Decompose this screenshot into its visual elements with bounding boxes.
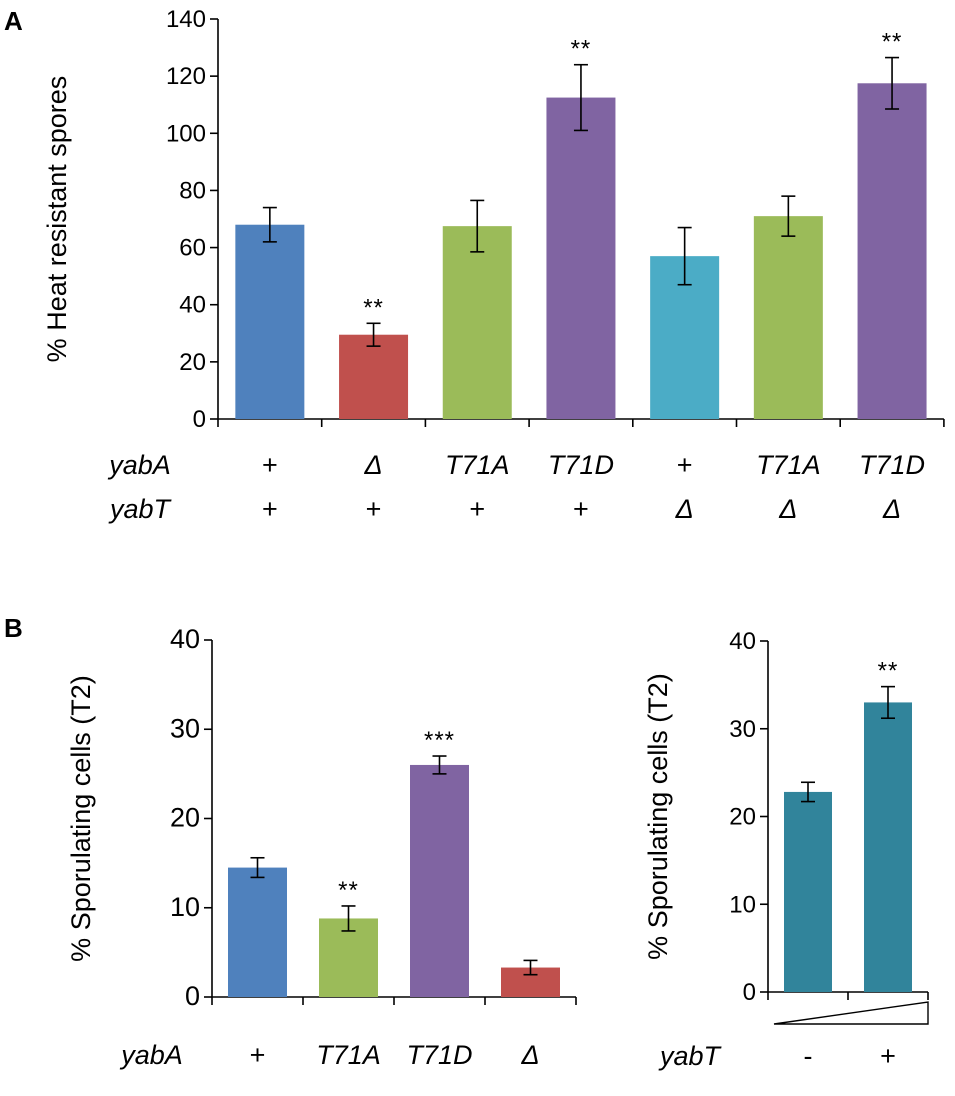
panel-label-b: B bbox=[4, 613, 23, 643]
row-label-name: yabA bbox=[119, 1040, 183, 1070]
bar bbox=[235, 224, 305, 419]
row-label-value: + bbox=[573, 494, 589, 524]
bar bbox=[784, 791, 832, 992]
y-tick-label: 40 bbox=[729, 628, 756, 655]
panel-label-a: A bbox=[4, 6, 23, 36]
y-axis-label: % Heat resistant spores bbox=[42, 76, 72, 363]
y-axis-label: % Sporulating cells (T2) bbox=[643, 673, 673, 960]
significance-mark: ** bbox=[571, 36, 592, 63]
row-label-value: + bbox=[469, 494, 485, 524]
bar bbox=[228, 867, 287, 997]
row-label-value: T71D bbox=[859, 450, 925, 480]
y-tick-label: 0 bbox=[185, 981, 200, 1011]
bar bbox=[864, 702, 912, 992]
gradient-triangle bbox=[773, 1001, 929, 1025]
y-tick-label: 20 bbox=[179, 349, 206, 376]
row-label-value: T71A bbox=[316, 1040, 381, 1070]
chart-a-heat-resistant-spores: 0 20 40 60 80 100 120 140 % Heat resistant spore… bbox=[42, 6, 945, 524]
row-label-name: yabA bbox=[107, 450, 171, 480]
row-label-value: + bbox=[366, 494, 382, 524]
bar bbox=[410, 764, 469, 997]
y-tick-label: 60 bbox=[179, 235, 206, 262]
row-label-value: - bbox=[804, 1041, 813, 1071]
significance-mark: ** bbox=[882, 29, 903, 56]
significance-mark: ** bbox=[878, 658, 899, 685]
row-label-value: T71D bbox=[548, 450, 614, 480]
row-label-value: Δ bbox=[675, 494, 694, 524]
significance-mark: *** bbox=[424, 727, 455, 754]
y-tick-label: 40 bbox=[179, 292, 206, 319]
y-tick-label: 10 bbox=[170, 892, 200, 922]
significance-mark: ** bbox=[363, 294, 384, 321]
row-label-value: + bbox=[250, 1040, 266, 1070]
row-label-value: Δ bbox=[363, 450, 382, 480]
bar bbox=[857, 83, 927, 420]
y-axis-label: % Sporulating cells (T2) bbox=[66, 675, 96, 962]
y-tick-label: 10 bbox=[729, 891, 756, 918]
row-label-value: Δ bbox=[520, 1040, 539, 1070]
bar bbox=[442, 226, 512, 419]
row-label-value: + bbox=[262, 494, 278, 524]
row-label-value: + bbox=[262, 450, 278, 480]
row-label-value: T71D bbox=[406, 1040, 472, 1070]
y-tick-label: 40 bbox=[170, 624, 200, 654]
row-label-value: T71A bbox=[445, 450, 510, 480]
y-tick-label: 20 bbox=[170, 803, 200, 833]
y-tick-label: 30 bbox=[729, 716, 756, 743]
row-label-value: Δ bbox=[778, 494, 797, 524]
row-label-name: yabT bbox=[658, 1041, 723, 1071]
significance-mark: ** bbox=[338, 877, 359, 904]
y-tick-label: 0 bbox=[743, 979, 756, 1006]
y-tick-label: 100 bbox=[166, 120, 206, 147]
row-label-value: + bbox=[880, 1041, 896, 1071]
chart-b-sporulating-cells-yabt: 0 10 20 30 40 % Sporulating cells (T2) ** yabT -… bbox=[643, 628, 929, 1071]
bar bbox=[339, 334, 409, 419]
y-tick-label: 140 bbox=[166, 6, 206, 33]
y-tick-label: 120 bbox=[166, 63, 206, 90]
y-tick-label: 80 bbox=[179, 177, 206, 204]
y-tick-label: 20 bbox=[729, 804, 756, 831]
bar bbox=[546, 97, 616, 420]
row-label-value: + bbox=[677, 450, 693, 480]
bar bbox=[753, 216, 823, 419]
row-label-value: Δ bbox=[882, 494, 901, 524]
y-tick-label: 0 bbox=[193, 406, 206, 433]
row-label-name: yabT bbox=[108, 494, 173, 524]
y-tick-label: 30 bbox=[170, 713, 200, 743]
row-label-value: T71A bbox=[756, 450, 821, 480]
